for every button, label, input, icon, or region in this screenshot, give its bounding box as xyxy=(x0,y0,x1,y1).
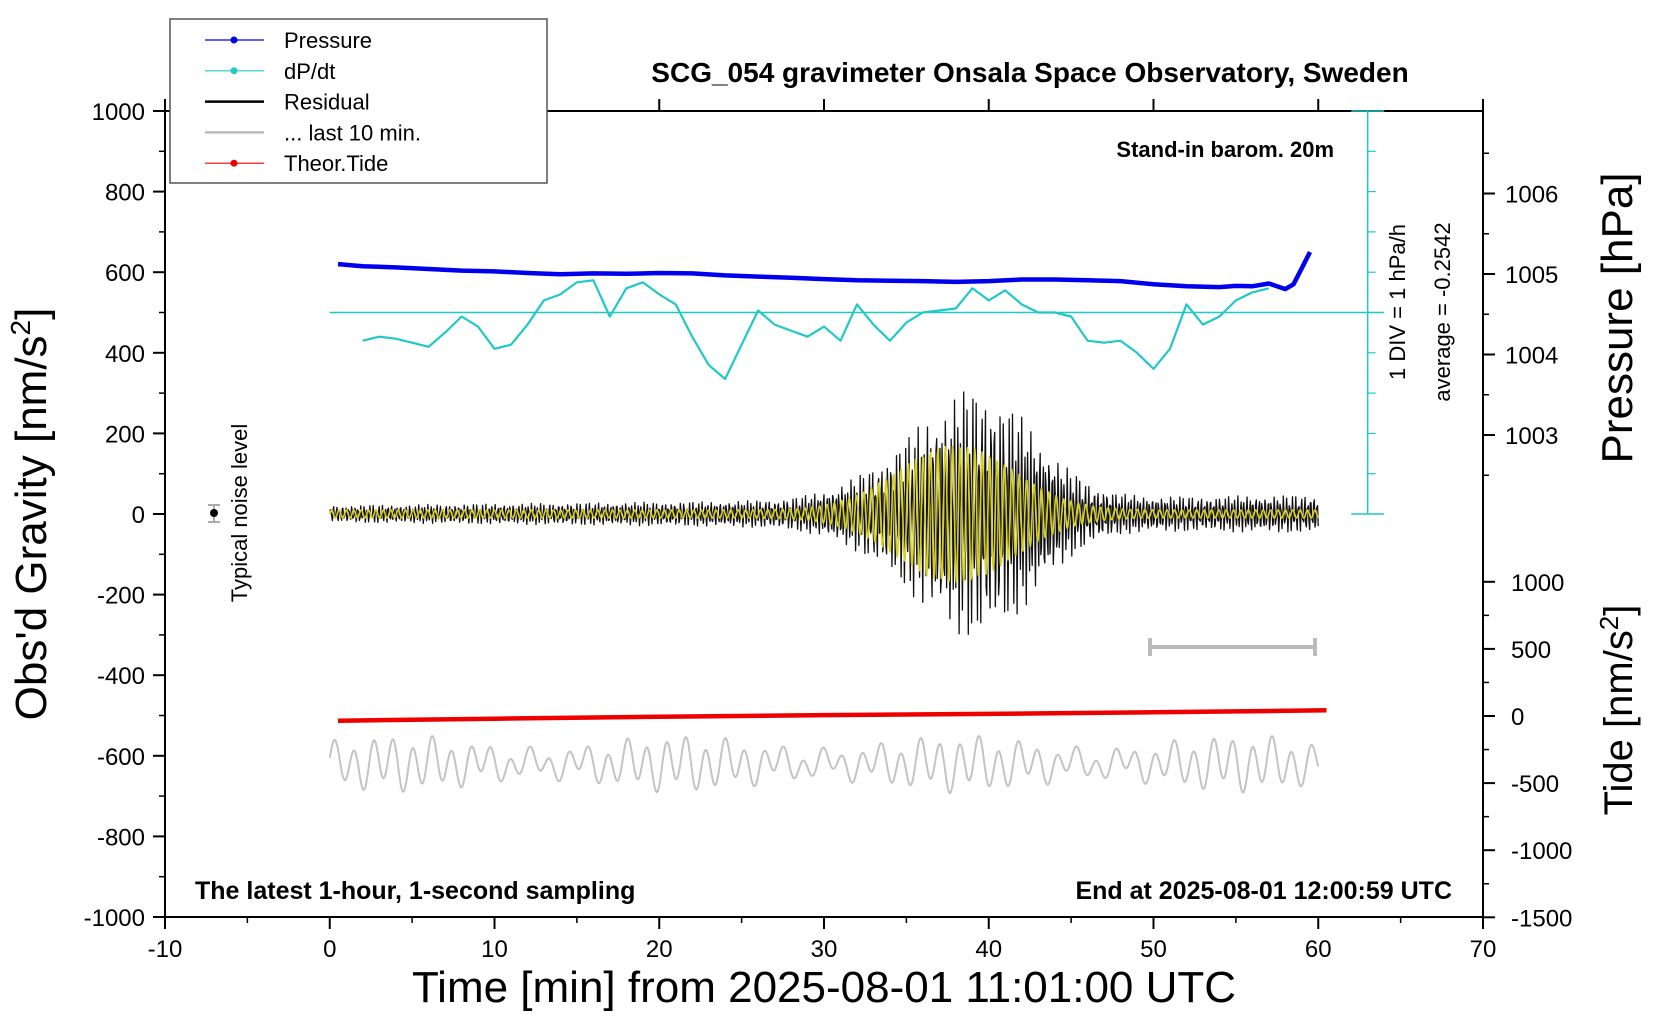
y-tick-label: 200 xyxy=(105,421,145,448)
last-10-min-trace xyxy=(328,735,1320,795)
pressure-line xyxy=(337,250,1313,292)
y-tick-label: 400 xyxy=(105,341,145,368)
tide-line xyxy=(337,708,1327,723)
y-axis-title-gravity: Obs'd Gravity [nm/s2] xyxy=(5,308,56,721)
chart-title: SCG_054 gravimeter Onsala Space Observat… xyxy=(651,57,1408,88)
y-tick-label: -200 xyxy=(97,583,145,610)
end-time-note: End at 2025-08-01 12:00:59 UTC xyxy=(1075,877,1452,905)
y-tick-label: 600 xyxy=(105,260,145,287)
y-axis-title-tide: Tide [nm/s2] xyxy=(1594,605,1641,816)
x-tick-label: 70 xyxy=(1470,936,1497,963)
y-axis-title-pressure: Pressure [hPa] xyxy=(1593,172,1642,463)
last-10-min-bar xyxy=(1148,638,1317,656)
legend-marker xyxy=(230,67,238,75)
tide-tick-label: 1000 xyxy=(1511,570,1564,597)
pressure-tick-label: 1004 xyxy=(1505,343,1558,370)
x-tick-label: 30 xyxy=(811,936,838,963)
tide-tick-label: 500 xyxy=(1511,637,1551,664)
average-note: average = -0.2542 xyxy=(1430,222,1455,401)
y-tick-label: 800 xyxy=(105,180,145,207)
legend-marker xyxy=(230,36,238,44)
x-tick-label: 10 xyxy=(481,936,508,963)
barometer-note: Stand-in barom. 20m xyxy=(1116,137,1334,162)
y-tick-label: -400 xyxy=(97,663,145,690)
x-tick-label: 40 xyxy=(975,936,1002,963)
x-axis-title: Time [min] from 2025-08-01 11:01:00 UTC xyxy=(412,963,1236,1012)
legend-label: Residual xyxy=(284,90,370,115)
series-lines xyxy=(328,250,1327,795)
y-tick-label: -1000 xyxy=(84,905,145,932)
filtered-residual-trace xyxy=(329,445,1319,584)
legend: Pressure dP/dt Residual ... last 10 min. The… xyxy=(169,18,548,184)
tide-tick-label: -1500 xyxy=(1511,905,1572,932)
axis-ticks: -10 0 10 20 30 40 50 60 70 1000 800 600 400 200 0 -200 -… xyxy=(84,99,1572,963)
x-tick-label: 50 xyxy=(1140,936,1167,963)
x-tick-label: 60 xyxy=(1305,936,1332,963)
tide-tick-label: -500 xyxy=(1511,771,1559,798)
tide-tick-label: -1000 xyxy=(1511,838,1572,865)
y-tick-label: -800 xyxy=(97,824,145,851)
legend-label: Theor.Tide xyxy=(284,151,388,176)
legend-label: dP/dt xyxy=(284,59,335,84)
x-tick-label: 20 xyxy=(646,936,673,963)
dpdt-line xyxy=(362,279,1270,381)
legend-label: ... last 10 min. xyxy=(284,120,421,145)
noise-note: Typical noise level xyxy=(227,424,252,603)
pressure-tick-label: 1005 xyxy=(1505,262,1558,289)
x-tick-label: -10 xyxy=(148,936,183,963)
y-tick-label: 0 xyxy=(132,502,145,529)
tide-tick-label: 0 xyxy=(1511,704,1524,731)
legend-label: Pressure xyxy=(284,28,372,53)
y-tick-label: -600 xyxy=(97,744,145,771)
pressure-tick-label: 1003 xyxy=(1505,423,1558,450)
sampling-note: The latest 1-hour, 1-second sampling xyxy=(195,877,635,905)
legend-marker xyxy=(230,159,238,167)
noise-level-marker xyxy=(208,504,220,523)
div-note: 1 DIV = 1 hPa/h xyxy=(1385,224,1410,380)
pressure-tick-label: 1006 xyxy=(1505,182,1558,209)
y-tick-label: 1000 xyxy=(92,99,145,126)
x-tick-label: 0 xyxy=(323,936,336,963)
dpdt-scale xyxy=(329,110,1385,515)
